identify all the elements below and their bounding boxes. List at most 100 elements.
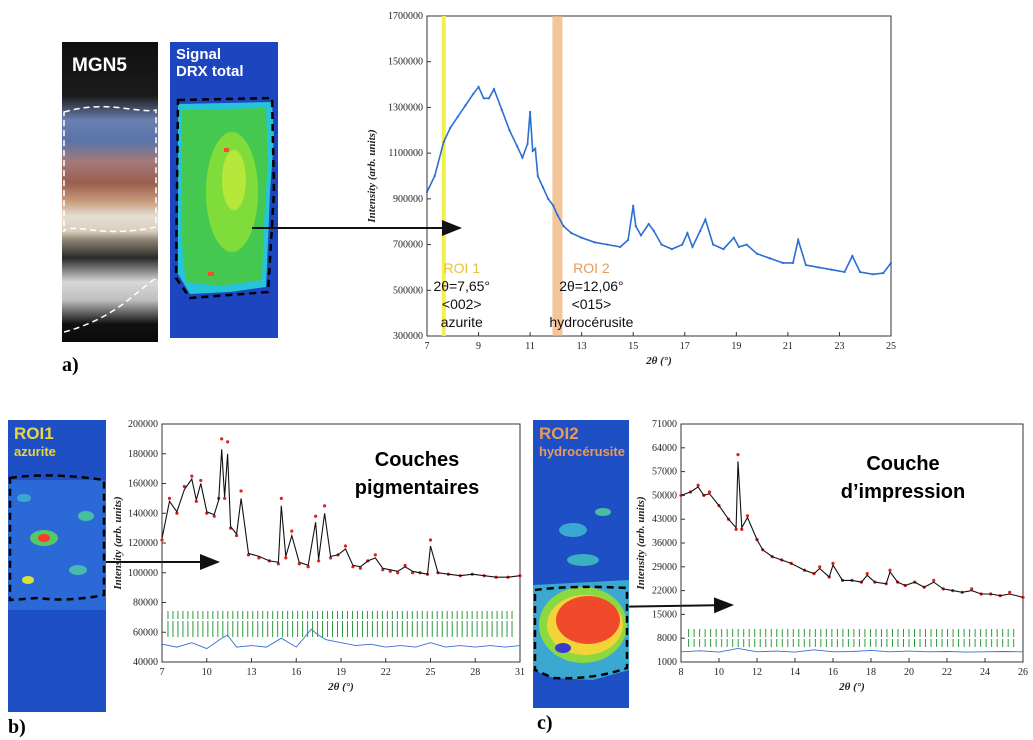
observed-point: [212, 514, 216, 518]
plot-frame: [680, 423, 1024, 663]
data-point: [632, 204, 635, 207]
calculated-line: [161, 449, 521, 578]
data-point: [871, 273, 875, 276]
y-tick-label: 1500000: [388, 57, 423, 68]
roi2-map-spot: [595, 508, 611, 516]
roi1-map-spot: [17, 494, 31, 502]
y-tick-label: 57000: [652, 467, 677, 478]
roi1-map-spot: [69, 565, 87, 575]
photo-label: MGN5: [72, 55, 127, 76]
data-point: [722, 248, 725, 251]
x-tick-label: 11: [525, 341, 535, 352]
observed-point: [190, 474, 194, 478]
y-tick-label: 8000: [657, 633, 677, 644]
y-tick-label: 300000: [393, 331, 423, 342]
roi1-map: ROI1 azurite: [8, 420, 106, 712]
roi1-map-svg: [8, 474, 106, 610]
data-point: [500, 108, 503, 111]
data-point: [889, 261, 893, 264]
data-point: [670, 248, 673, 251]
y-tick-label: 900000: [393, 194, 423, 205]
roi2-annotation-angle: 2θ=12,06°: [559, 278, 623, 294]
data-point: [882, 272, 885, 275]
observed-point: [328, 556, 333, 560]
map-label-line2: DRX total: [176, 63, 244, 80]
data-point: [580, 236, 583, 239]
y-tick-label: 60000: [133, 627, 158, 638]
y-tick-label: 160000: [128, 479, 158, 490]
observed-point: [865, 572, 869, 576]
observed-point: [223, 496, 227, 500]
y-tick-label: 200000: [128, 419, 158, 430]
data-point: [570, 232, 573, 235]
data-point: [508, 129, 511, 132]
x-tick-label: 25: [426, 667, 436, 678]
chart-a-total-pattern: 7 9 11 13 15 17 19 21 23 25 300000 500000 700000 9000…: [366, 11, 896, 367]
y-tick-label: 1300000: [388, 102, 423, 113]
observed-point: [175, 511, 179, 515]
data-point: [442, 140, 445, 143]
x-tick-label: 24: [980, 667, 990, 678]
observed-point: [314, 514, 318, 518]
data-point: [593, 241, 596, 244]
data-point: [552, 204, 555, 207]
x-tick-label: 20: [904, 667, 914, 678]
roi1-annotation-hkl: <002>: [442, 296, 482, 312]
difference-line: [161, 628, 521, 650]
signal-map-svg: [174, 96, 276, 300]
observed-point: [396, 571, 400, 575]
observed-point: [317, 559, 321, 563]
roi2-annotation-hkl: <015>: [572, 296, 612, 312]
observed-point: [279, 496, 283, 500]
observed-point: [740, 527, 744, 531]
annotation-line1: Couches: [375, 449, 459, 471]
data-point: [606, 243, 609, 246]
roi2-map-sublabel: hydrocérusite: [539, 444, 625, 459]
x-tick-label: 19: [731, 341, 741, 352]
panel-letter-c: c): [537, 712, 553, 734]
signal-map-red-spot: [224, 148, 229, 152]
observed-point: [182, 484, 186, 489]
observed-point: [696, 483, 700, 487]
data-point: [556, 213, 559, 216]
annotation-line2: d’impression: [841, 481, 965, 503]
data-point: [472, 92, 475, 95]
x-tick-label: 10: [202, 667, 212, 678]
data-point: [531, 149, 534, 152]
chart-b-roi1-pattern: 7 10 13 16 19 22 25 28 31 40000 60000 80000 100000 12…: [112, 419, 525, 693]
panel-letter-a: a): [62, 354, 79, 376]
roi2-map-label: ROI2: [539, 424, 579, 443]
photo-roi-outline: [63, 105, 157, 233]
observed-point: [707, 490, 712, 494]
observed-point: [194, 499, 198, 503]
data-point: [521, 156, 524, 159]
y-tick-label: 500000: [393, 285, 423, 296]
observed-point: [226, 440, 230, 444]
y-tick-label: 15000: [652, 609, 677, 620]
roi2-band: [552, 16, 563, 336]
data-point: [526, 142, 529, 146]
map-label: Signal DRX total: [176, 46, 244, 80]
x-tick-label: 16: [291, 667, 301, 678]
data-point: [626, 238, 630, 242]
roi2-map-outline: [533, 585, 629, 680]
data-point: [541, 186, 545, 189]
observed-point: [306, 565, 310, 569]
data-point: [529, 110, 532, 114]
x-tick-label: 12: [752, 667, 762, 678]
data-point: [791, 261, 795, 264]
observed-point: [290, 529, 294, 533]
observed-point: [932, 578, 936, 582]
roi1-map-red: [38, 534, 50, 542]
observed-point: [745, 514, 750, 518]
x-tick-label: 19: [336, 667, 346, 678]
data-point: [639, 234, 643, 237]
panel-letter-b: b): [8, 716, 26, 738]
data-point: [487, 97, 490, 100]
y-tick-label: 100000: [128, 568, 158, 579]
xrd-total-signal-map: Signal DRX total: [170, 42, 278, 338]
observed-point: [284, 556, 288, 560]
observed-point: [343, 544, 348, 548]
observed-point: [373, 553, 377, 557]
x-axis-label: 2θ (°): [838, 681, 865, 693]
